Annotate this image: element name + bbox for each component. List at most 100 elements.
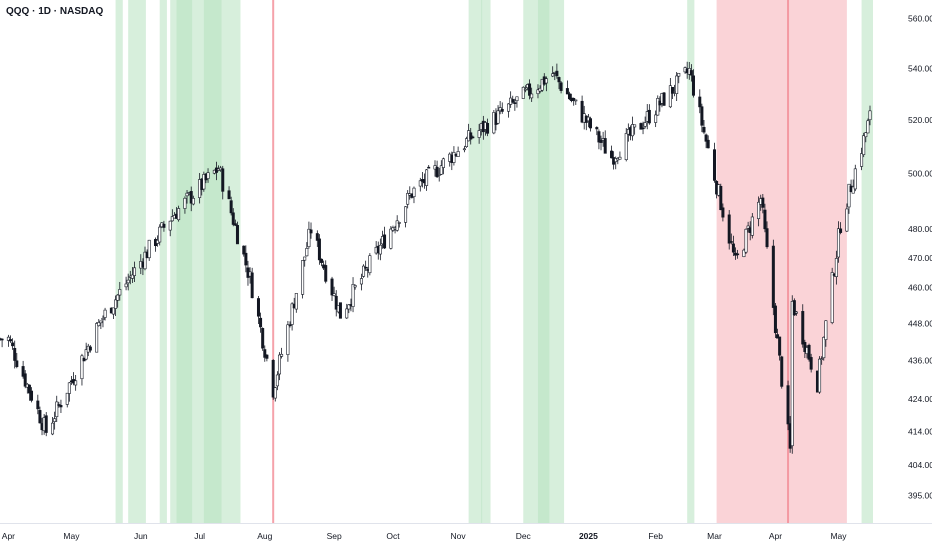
candle-body: [765, 228, 769, 248]
candle-body: [126, 279, 130, 284]
time-tick-label: 2025: [579, 531, 598, 541]
candle-body: [456, 151, 460, 157]
candle-body: [719, 186, 723, 211]
candle-body: [362, 265, 366, 277]
price-tick-label: 404.00: [908, 460, 932, 470]
candle-body: [597, 131, 601, 143]
price-axis: 395.00 404.00 414.00 424.00 436.00 448.00 460.…: [890, 0, 932, 550]
candle-body: [794, 311, 798, 314]
candle-body: [277, 354, 281, 375]
candle-body: [11, 342, 15, 347]
time-axis-bg: [0, 523, 932, 550]
candle-body: [406, 193, 410, 205]
candle-body: [706, 139, 710, 149]
candle-body: [51, 422, 55, 435]
candle-body: [845, 208, 849, 232]
candle-body: [551, 73, 555, 77]
candle-body: [250, 272, 254, 299]
candle-body: [21, 366, 25, 377]
candle-body: [677, 72, 681, 77]
candle-body: [555, 70, 559, 77]
candle-body: [507, 103, 511, 112]
candle-body: [744, 228, 748, 253]
candle-body: [469, 132, 473, 140]
candle-body: [465, 138, 469, 148]
candle-body: [521, 86, 525, 99]
candle-body: [261, 328, 265, 349]
candle-body: [864, 132, 868, 138]
candle-body: [290, 303, 294, 325]
candle-body: [263, 349, 267, 358]
candle-body: [830, 272, 834, 323]
candle-body: [441, 158, 445, 168]
time-tick-label: Jun: [134, 531, 148, 541]
candle-body: [544, 78, 548, 84]
candle-body: [540, 78, 544, 91]
green-zone: [176, 0, 193, 523]
candle-body: [27, 384, 31, 394]
candle-body: [418, 180, 422, 187]
candle-body: [221, 168, 225, 192]
candle-body: [654, 114, 658, 123]
candle-body: [242, 245, 246, 255]
candle-body: [818, 358, 822, 393]
candle-body: [353, 285, 357, 288]
candle-body: [742, 249, 746, 258]
candle-body: [477, 130, 481, 138]
candle-body: [368, 255, 372, 274]
candle-body: [866, 120, 870, 134]
candle-body: [202, 174, 206, 190]
candle-body: [704, 134, 708, 142]
red-zones: [272, 0, 847, 523]
candle-body: [124, 283, 128, 288]
candle-body: [515, 96, 519, 102]
green-zone: [687, 0, 695, 523]
candle-body: [244, 252, 248, 266]
candle-body: [162, 223, 166, 228]
candle-body: [177, 208, 181, 221]
candle-body: [57, 404, 61, 406]
candle-body: [574, 99, 578, 102]
candle-body: [736, 253, 740, 256]
candle-body: [721, 207, 725, 218]
candle-body: [712, 149, 716, 181]
candle-body: [395, 220, 399, 231]
time-tick-label: Dec: [516, 531, 532, 541]
candle-body: [523, 88, 527, 91]
candle-body: [229, 200, 233, 214]
candle-body: [773, 305, 777, 334]
candle-body: [589, 118, 593, 129]
red-zone: [716, 0, 847, 523]
candles: [0, 61, 872, 454]
candle-body: [702, 126, 706, 133]
candle-body: [347, 304, 351, 310]
candle-body: [404, 206, 408, 223]
candle-body: [675, 75, 679, 94]
candle-body: [364, 266, 368, 269]
chart-title: QQQ · 1D · NASDAQ: [6, 6, 104, 17]
candle-body: [88, 346, 92, 351]
candle-body: [95, 323, 99, 353]
candle-body: [862, 135, 866, 155]
red-marker-line: [787, 0, 790, 523]
candle-body: [317, 238, 321, 261]
candle-body: [256, 298, 260, 317]
candle-body: [471, 136, 475, 139]
price-tick-label: 500.00: [908, 168, 932, 178]
candle-body: [691, 75, 695, 96]
candle-body: [338, 302, 342, 319]
candle-body: [130, 274, 134, 279]
candle-body: [776, 334, 780, 339]
candle-body: [307, 228, 311, 248]
candle-body: [439, 165, 443, 175]
candle-body: [116, 294, 120, 301]
candle-body: [435, 166, 439, 178]
candle-body: [189, 191, 193, 204]
price-tick-label: 520.00: [908, 115, 932, 125]
candle-body: [746, 225, 750, 229]
candle-body: [778, 336, 782, 356]
time-axis: Apr May Jun Jul Aug Sep Oct Nov Dec 2025 Feb Mar Apr…: [0, 523, 932, 550]
candle-body: [55, 401, 59, 418]
